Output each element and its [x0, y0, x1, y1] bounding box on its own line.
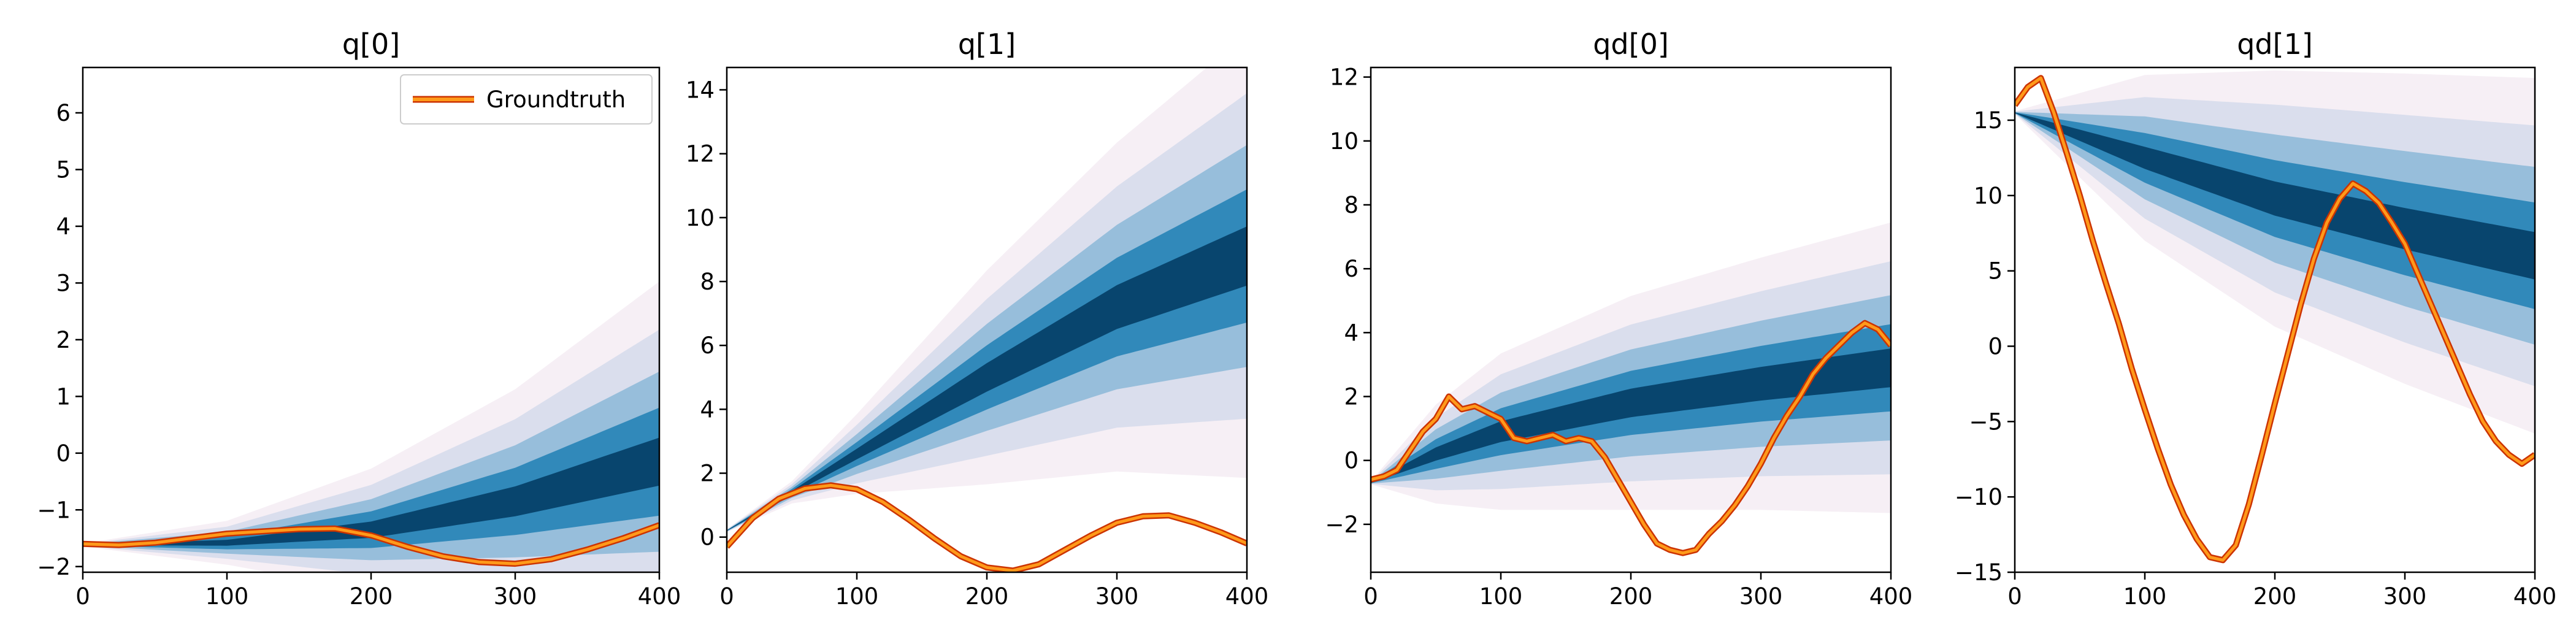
y-tick-label: −2 — [37, 554, 71, 580]
x-tick-label: 100 — [205, 583, 249, 610]
x-tick-label: 400 — [1225, 583, 1269, 610]
x-tick-label: 100 — [835, 583, 879, 610]
y-tick-label: 10 — [1974, 183, 2003, 209]
density-layer — [83, 437, 659, 546]
y-tick-label: 8 — [1344, 192, 1359, 218]
y-tick-label: 2 — [56, 327, 71, 353]
y-tick-label: 12 — [1330, 64, 1359, 91]
y-tick-label: 4 — [56, 213, 71, 240]
groundtruth-line — [2015, 75, 2535, 564]
y-tick-label: 2 — [700, 461, 715, 487]
x-tick-label: 100 — [1479, 583, 1523, 610]
x-tick-label: 0 — [1363, 583, 1378, 610]
y-tick-label: 6 — [56, 100, 71, 126]
x-tick-label: 200 — [2253, 583, 2297, 610]
x-tick-label: 300 — [1739, 583, 1783, 610]
groundtruth-series — [2015, 76, 2535, 562]
density-band — [83, 281, 659, 572]
y-tick-label: 4 — [1344, 320, 1359, 346]
legend-entry-groundtruth: Groundtruth — [486, 86, 626, 113]
density-layer — [1371, 348, 1891, 483]
density-band — [2015, 70, 2535, 434]
subplot-q1: q[1] 0 100 200 300 400 0 2 4 6 8 10 12 14 — [686, 28, 1268, 610]
y-tick-label: 1 — [56, 383, 71, 410]
y-tick-label: 10 — [686, 205, 715, 231]
x-tick-label: 200 — [1609, 583, 1653, 610]
y-tick-label: 14 — [686, 77, 715, 103]
x-tick-label: 100 — [2123, 583, 2167, 610]
groundtruth-series — [83, 523, 659, 565]
groundtruth-line — [727, 482, 1247, 572]
y-tick-label: 15 — [1974, 107, 2003, 134]
y-tick-label: −2 — [1325, 512, 1359, 538]
density-band — [1371, 222, 1891, 513]
density-layer — [727, 189, 1247, 531]
x-tick-label: 400 — [1869, 583, 1913, 610]
y-tick-label: 6 — [700, 332, 715, 359]
y-tick-label: 6 — [1344, 256, 1359, 282]
subplot-qd1: qd[1] 0 100 200 300 400 −15 −10 −5 0 5 10 15 — [1955, 28, 2556, 610]
y-tick-label: 3 — [56, 270, 71, 296]
y-tick-label: −15 — [1955, 559, 2003, 586]
chart-title: qd[0] — [1593, 28, 1669, 61]
y-tick-label: 0 — [700, 524, 715, 551]
density-layer — [727, 145, 1247, 532]
density-layer — [727, 226, 1247, 531]
groundtruth-line — [1371, 320, 1891, 556]
y-tick-label: 5 — [1988, 258, 2003, 285]
x-tick-label: 200 — [965, 583, 1009, 610]
legend: Groundtruth — [400, 74, 653, 125]
groundtruth-series — [727, 483, 1247, 572]
y-tick-label: 0 — [1988, 333, 2003, 359]
y-tick-label: 4 — [700, 396, 715, 423]
y-tick-label: 12 — [686, 141, 715, 167]
chart-title: q[1] — [958, 28, 1016, 61]
x-tick-label: 300 — [1095, 583, 1139, 610]
y-tick-label: −10 — [1955, 484, 2003, 510]
x-tick-label: 0 — [2007, 583, 2022, 610]
x-tick-label: 200 — [350, 583, 393, 610]
x-tick-label: 300 — [494, 583, 537, 610]
subplot-q0: q[0] 0 100 200 300 400 −2 −1 0 1 2 3 4 5 6 — [37, 28, 681, 610]
y-tick-label: 0 — [1344, 448, 1359, 474]
y-tick-label: 2 — [1344, 384, 1359, 410]
x-tick-label: 400 — [638, 583, 681, 610]
x-tick-label: 400 — [2513, 583, 2557, 610]
groundtruth-series — [1371, 321, 1891, 555]
y-tick-label: 5 — [56, 156, 71, 183]
y-tick-label: −5 — [1969, 408, 2003, 435]
y-tick-label: −1 — [37, 497, 71, 523]
groundtruth-line — [83, 522, 659, 567]
density-layer — [727, 93, 1247, 532]
y-tick-label: 8 — [700, 269, 715, 295]
x-tick-label: 0 — [719, 583, 734, 610]
legend-frame — [400, 74, 653, 125]
chart-title: qd[1] — [2237, 28, 2313, 61]
density-band — [727, 67, 1247, 532]
x-tick-label: 300 — [2383, 583, 2427, 610]
subplot-qd0: qd[0] 0 100 200 300 400 −2 0 2 4 6 8 10 12 — [1325, 28, 1912, 610]
density-layer — [2015, 112, 2535, 280]
y-tick-label: 0 — [56, 440, 71, 467]
chart-title: q[0] — [342, 28, 400, 61]
y-tick-label: 10 — [1330, 128, 1359, 155]
x-tick-label: 0 — [75, 583, 90, 610]
